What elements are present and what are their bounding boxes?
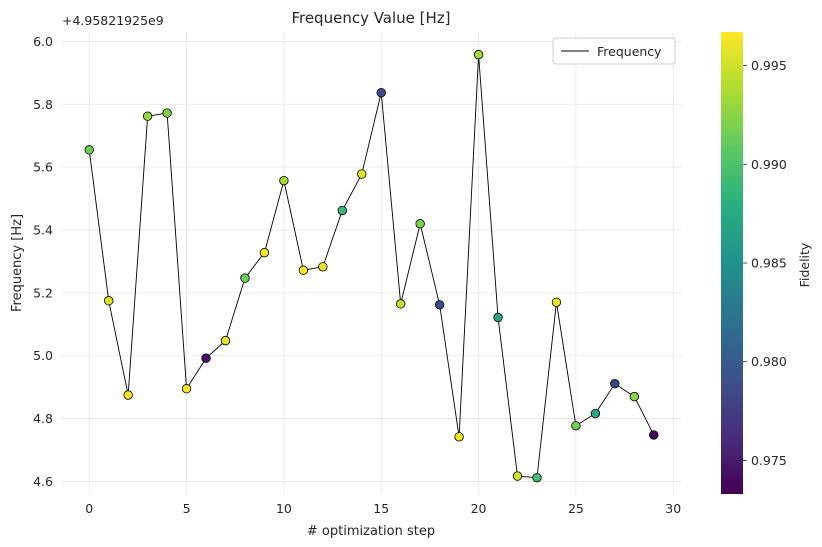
x-tick-label: 5	[183, 501, 191, 516]
colorbar	[721, 32, 743, 494]
data-point	[571, 421, 581, 431]
data-point	[629, 391, 640, 402]
legend-box	[552, 37, 676, 65]
y-tick-label: 5.2	[33, 285, 53, 300]
y-tick-label: 4.8	[33, 411, 53, 426]
data-point	[240, 273, 250, 283]
data-point	[259, 247, 270, 258]
y-tick-label: 4.6	[33, 474, 53, 489]
data-point	[590, 408, 601, 419]
data-point	[142, 111, 153, 121]
colorbar-tick-label: 0.980	[751, 354, 787, 369]
data-point	[434, 300, 445, 310]
data-point	[512, 471, 523, 481]
data-point	[103, 296, 114, 306]
data-point	[376, 87, 386, 98]
data-point	[279, 175, 289, 186]
y-tick-label: 5.6	[33, 160, 53, 175]
data-point	[84, 145, 94, 155]
data-point	[181, 384, 192, 394]
data-point	[473, 49, 484, 60]
colorbar-label: Fidelity	[797, 242, 812, 287]
data-point	[610, 378, 620, 389]
x-tick-label: 0	[85, 501, 93, 516]
data-point	[649, 430, 659, 440]
data-point	[220, 335, 231, 346]
data-point	[123, 390, 133, 400]
y-tick-label: 5.4	[33, 223, 53, 238]
y-tick-label: 5.0	[33, 348, 53, 363]
data-point	[532, 472, 542, 483]
data-point	[201, 353, 211, 363]
y-tick-label: 6.0	[33, 34, 53, 49]
data-point	[551, 297, 562, 307]
y-offset-label: +4.95821925e9	[62, 13, 164, 28]
x-tick-label: 25	[568, 501, 584, 516]
colorbar-tick-label: 0.995	[751, 58, 787, 73]
y-axis-ticks: 4.6 4.8 5.0 5.2 5.4 5.6 5.8 6.0	[33, 34, 53, 489]
x-tick-label: 10	[276, 501, 292, 516]
plot-background	[61, 32, 682, 494]
x-tick-label: 15	[373, 501, 389, 516]
data-point	[493, 312, 503, 323]
x-axis-ticks: 0 5 10 15 20 25 30	[85, 501, 681, 516]
legend-label: Frequency	[597, 44, 662, 59]
data-point	[162, 108, 172, 118]
series-layer	[84, 49, 659, 483]
colorbar-tick-label: 0.975	[751, 453, 787, 468]
series-line-frequency	[88, 54, 655, 479]
data-point	[318, 262, 328, 272]
colorbar-tick-label: 0.990	[751, 157, 787, 172]
data-point	[396, 299, 406, 309]
y-axis-label: Frequency [Hz]	[10, 214, 25, 312]
data-point	[357, 169, 367, 179]
legend: Frequency	[552, 37, 676, 65]
data-point	[337, 205, 347, 216]
chart-title: Frequency Value [Hz]	[291, 9, 450, 27]
x-tick-label: 20	[471, 501, 487, 516]
colorbar-tick-label: 0.985	[751, 256, 787, 271]
data-point	[298, 265, 309, 275]
grid	[61, 32, 682, 494]
x-axis-label: # optimization step	[307, 524, 435, 539]
x-tick-label: 30	[665, 501, 681, 516]
data-point	[454, 432, 464, 442]
y-tick-label: 5.8	[33, 97, 53, 112]
data-point	[415, 219, 425, 229]
colorbar-ticks: 0.975 0.980 0.985 0.990 0.995	[743, 58, 787, 468]
